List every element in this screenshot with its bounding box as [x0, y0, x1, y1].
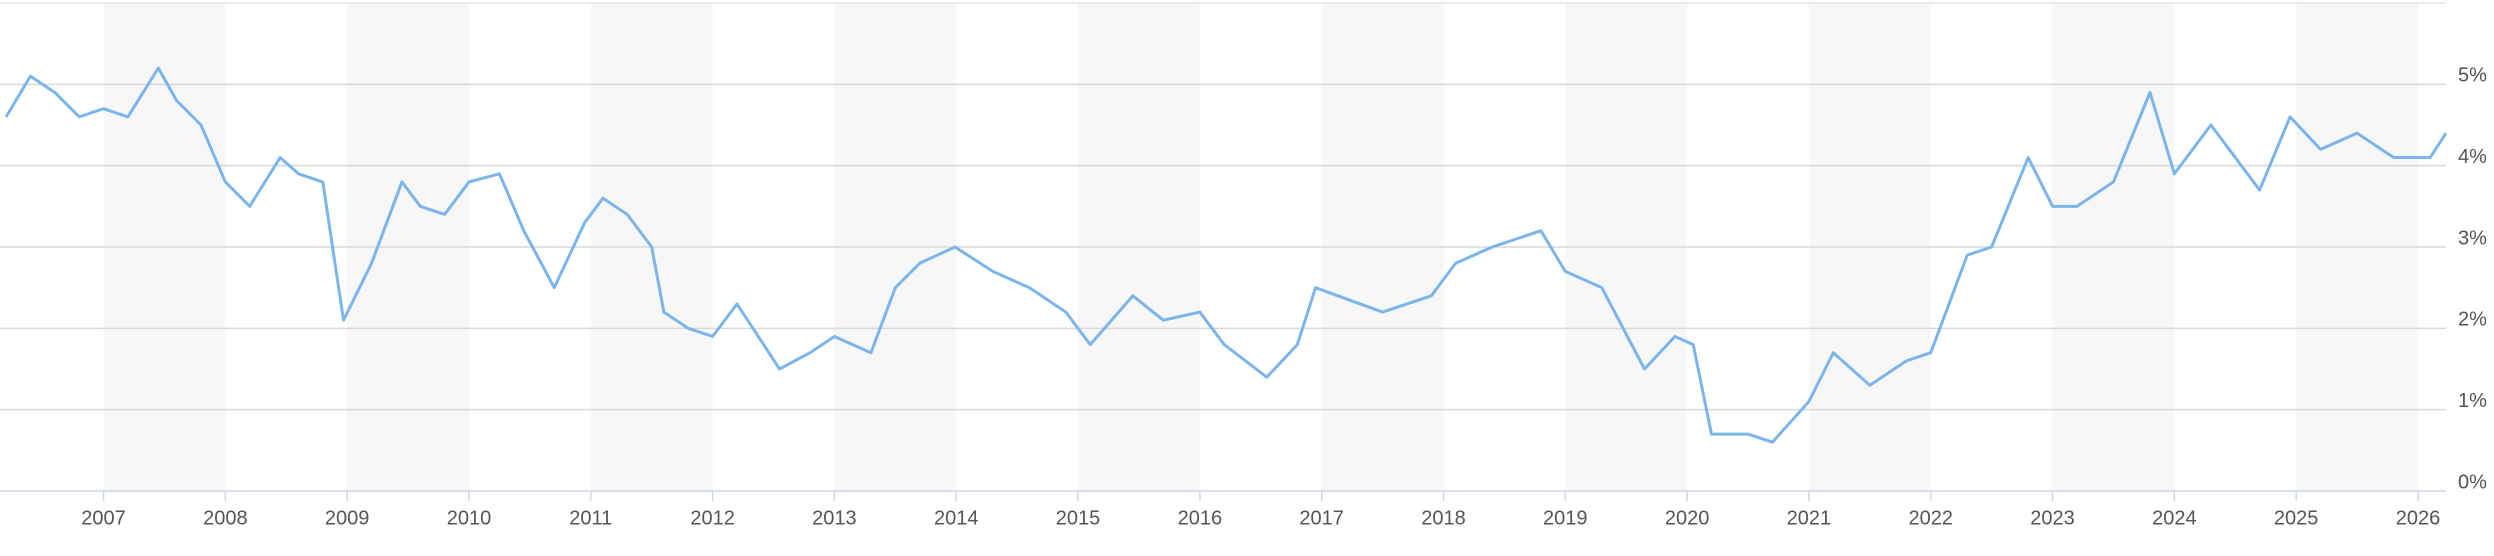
- x-tick-label: 2009: [325, 507, 370, 529]
- x-tick-label: 2014: [934, 507, 979, 529]
- x-tick-label: 2019: [1543, 507, 1588, 529]
- y-tick-label: 1%: [2458, 390, 2487, 412]
- x-tick-label: 2012: [690, 507, 735, 529]
- x-tick-label: 2022: [1908, 507, 1953, 529]
- x-tick-label: 2011: [569, 507, 612, 529]
- x-tick-label: 2016: [1178, 507, 1223, 529]
- y-tick-label: 0%: [2458, 471, 2487, 493]
- y-tick-label: 5%: [2458, 65, 2487, 87]
- x-tick-label: 2010: [447, 507, 492, 529]
- x-tick-label: 2007: [81, 507, 126, 529]
- x-tick-label: 2021: [1787, 507, 1832, 529]
- x-tick-label: 2024: [2152, 507, 2197, 529]
- line-series: [4, 66, 2448, 444]
- y-tick-label: 3%: [2458, 227, 2487, 249]
- y-tick-label: 2%: [2458, 309, 2487, 331]
- x-tick-label: 2026: [2396, 507, 2441, 529]
- y-tick-label: 4%: [2458, 146, 2487, 168]
- x-tick-label: 2013: [812, 507, 857, 529]
- x-tick-label: 2025: [2274, 507, 2319, 529]
- x-tick-label: 2017: [1299, 507, 1344, 529]
- x-tick-label: 2018: [1421, 507, 1466, 529]
- x-tick-label: 2023: [2030, 507, 2075, 529]
- x-tick-label: 2020: [1665, 507, 1710, 529]
- x-tick-label: 2015: [1056, 507, 1101, 529]
- x-tick-label: 2008: [203, 507, 248, 529]
